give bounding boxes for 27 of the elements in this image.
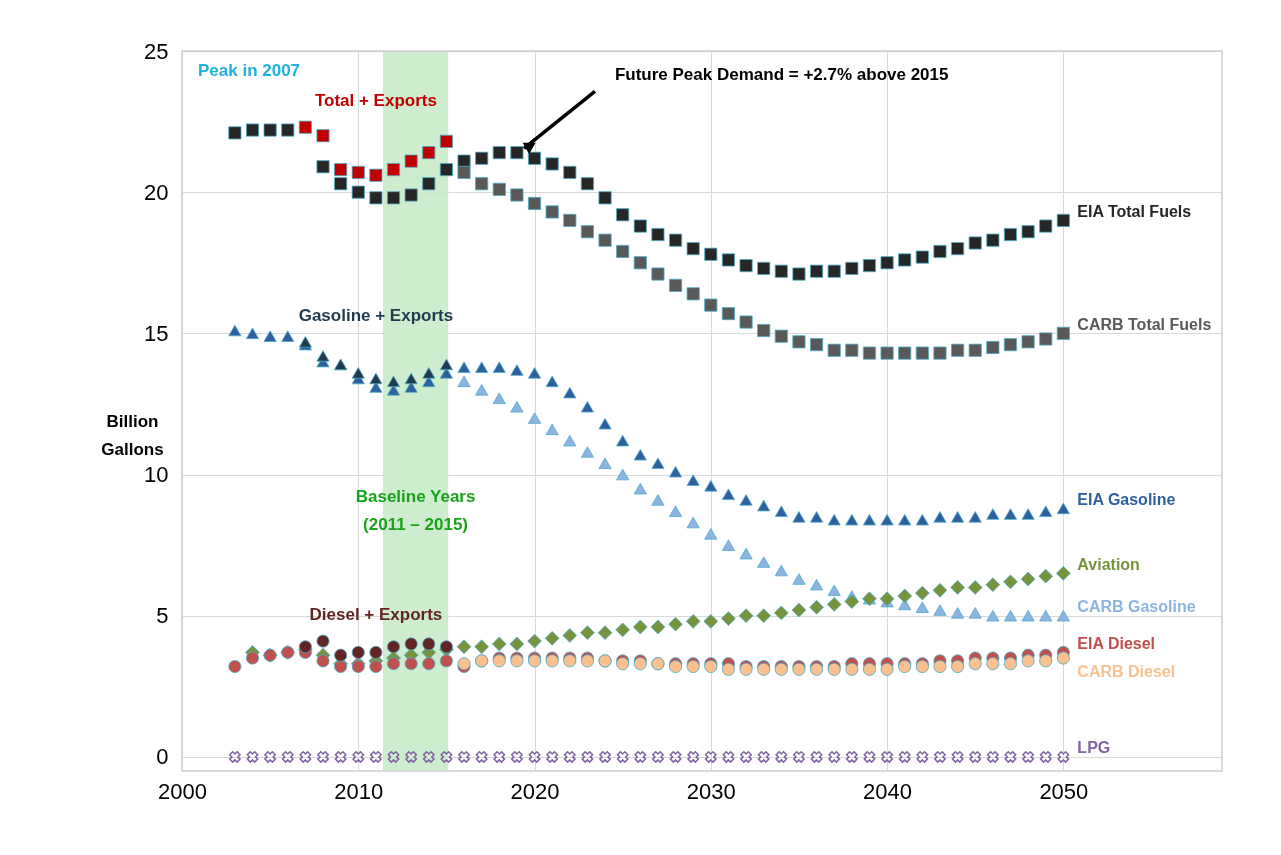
x-tick-label: 2050	[1039, 778, 1089, 804]
series-label: Diesel + Exports	[309, 605, 443, 625]
series-label: EIA Diesel	[1077, 634, 1156, 652]
x-tick-label: 2020	[510, 778, 560, 804]
series-label: Aviation	[1077, 555, 1140, 573]
series-label: CARB Gasoline	[1077, 598, 1196, 616]
y-tick-label: 0	[156, 744, 169, 770]
y-tick-label: 25	[144, 38, 169, 64]
series-label: Gasoline + Exports	[298, 305, 454, 325]
y-tick-label: 5	[156, 603, 169, 629]
x-tick-label: 2000	[158, 778, 207, 804]
y-tick-label: 20	[144, 179, 169, 205]
series-label: Total + Exports	[314, 91, 437, 111]
x-tick-label: 2040	[863, 778, 913, 804]
annotation: Future Peak Demand = +2.7% above 2015	[614, 64, 949, 84]
y-tick-label: 15	[144, 320, 169, 346]
annotation: Peak in 2007	[198, 61, 301, 80]
series-label: CARB Diesel	[1077, 663, 1176, 681]
x-tick-label: 2010	[334, 778, 384, 804]
x-tick-label: 2030	[686, 778, 736, 804]
series-label: LPG	[1077, 739, 1111, 757]
y-tick-label: 10	[144, 462, 169, 488]
series-label: CARB Total Fuels	[1077, 315, 1212, 333]
y-axis-title: Billion Gallons	[101, 411, 164, 459]
band-label: Baseline Years (2011 – 2015)	[355, 487, 476, 535]
series-label: EIA Total Fuels	[1077, 202, 1192, 220]
series-label: EIA Gasoline	[1077, 490, 1176, 508]
